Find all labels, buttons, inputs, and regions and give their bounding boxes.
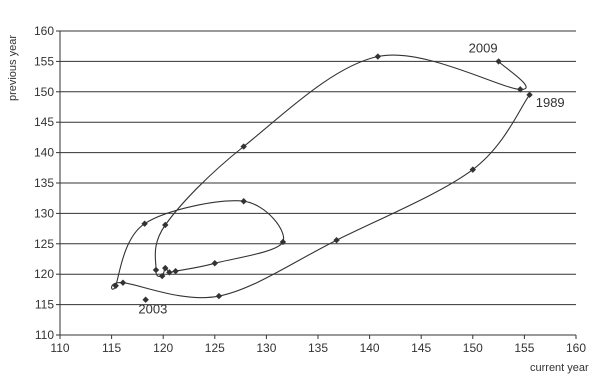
data-point [517, 86, 524, 93]
x-tick-label: 160 [566, 341, 586, 355]
x-tick-label: 155 [514, 341, 534, 355]
x-tick-label: 110 [50, 341, 69, 355]
x-tick-label: 130 [256, 341, 276, 355]
data-point [158, 272, 166, 280]
x-tick-label: 115 [102, 341, 121, 355]
data-point [112, 282, 119, 289]
x-tick-label: 125 [205, 341, 225, 355]
data-point [152, 266, 160, 274]
data-point [279, 238, 287, 246]
data-point [172, 267, 179, 275]
annotations: 2009 1989 2003 [138, 40, 564, 316]
y-tick-label: 125 [34, 237, 54, 251]
x-tick-label: 150 [463, 341, 483, 355]
y-tick-label: 130 [34, 206, 54, 220]
x-axis-label: current year [530, 362, 589, 374]
grid [60, 30, 576, 306]
data-point [526, 91, 533, 99]
x-tick-label: 135 [308, 341, 328, 355]
y-tick-label: 150 [34, 85, 54, 99]
y-tick-label: 110 [35, 328, 54, 342]
data-point [240, 143, 247, 150]
y-tick-label: 160 [34, 24, 54, 38]
data-point [215, 292, 223, 300]
annotation-label: 2009 [469, 40, 498, 55]
data-point [166, 269, 173, 276]
y-tick-labels: 110 115 120 125 130 135 140 145 150 155 160 [34, 24, 60, 342]
x-tick-label: 140 [360, 341, 380, 355]
y-tick-label: 145 [34, 115, 54, 129]
data-point [333, 236, 340, 244]
x-tick-label: 120 [153, 341, 173, 355]
data-point [469, 166, 476, 173]
series-line [111, 54, 531, 299]
x-tick-labels: 110 115 120 125 130 135 140 145 150 155 160 [50, 335, 586, 355]
annotation-label: 1989 [536, 95, 565, 110]
data-point [142, 296, 149, 303]
y-tick-label: 135 [34, 176, 54, 190]
data-point [495, 58, 502, 65]
y-tick-label: 115 [35, 298, 54, 312]
series [111, 53, 533, 303]
data-point [141, 220, 148, 227]
y-tick-label: 120 [34, 267, 54, 281]
data-point [374, 53, 382, 60]
data-point [240, 198, 247, 205]
data-point [162, 264, 169, 272]
data-point [162, 221, 169, 229]
x-tick-label: 145 [411, 341, 431, 355]
annotation-label: 2003 [138, 302, 167, 317]
data-point [211, 260, 218, 267]
y-axis-label: previous year [7, 35, 19, 101]
data-point [119, 279, 127, 286]
y-tick-label: 140 [34, 146, 54, 160]
y-tick-label: 155 [34, 54, 54, 68]
